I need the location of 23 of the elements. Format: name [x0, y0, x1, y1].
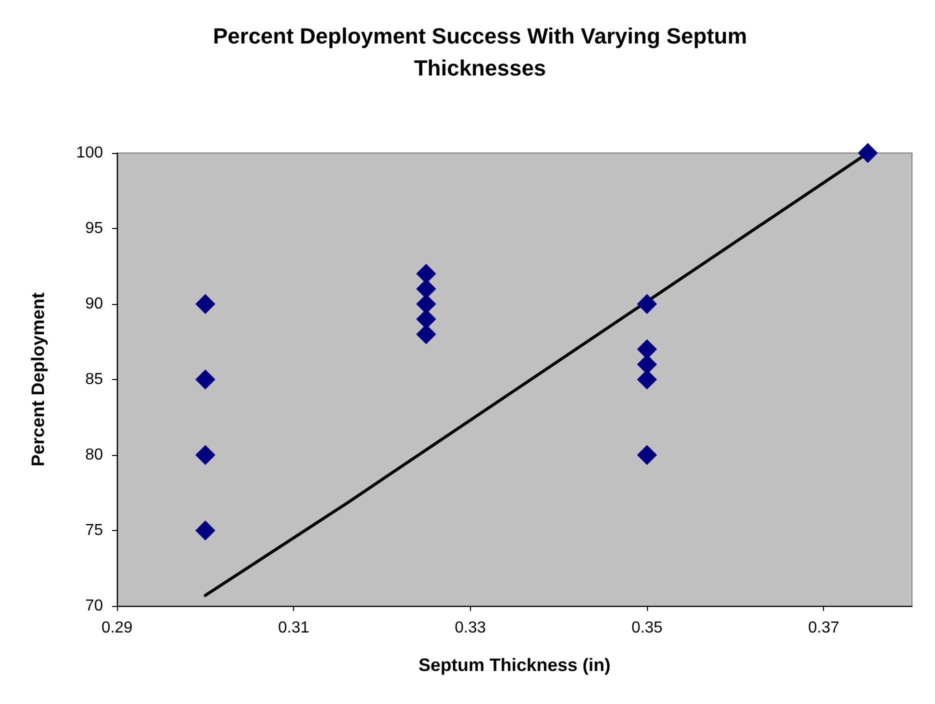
y-tick-label: 80 [85, 446, 104, 464]
point [637, 294, 657, 314]
x-tick-label: 0.37 [808, 620, 840, 636]
y-tick-label: 100 [76, 144, 104, 162]
y-tick-label: 75 [85, 522, 104, 539]
y-tick-label: 95 [85, 220, 104, 237]
point [195, 445, 216, 465]
point [195, 520, 216, 540]
chart-title: Percent Deployment Success With Varying Septum Thicknesses [212, 24, 748, 80]
y-axis-title: Percent Deployment [28, 292, 48, 467]
point [416, 294, 436, 314]
x-tick-label: 0.33 [454, 620, 486, 636]
x-axis-title: Septum Thickness (in) [418, 655, 611, 675]
x-tick-label: 0.35 [631, 620, 663, 636]
y-tick-label: 90 [85, 296, 104, 312]
point [637, 445, 657, 465]
y-tick-label: 70 [85, 598, 104, 614]
x-tick-label: 0.29 [101, 620, 133, 636]
point [195, 370, 216, 390]
point [858, 143, 878, 163]
y-tick-label: 85 [85, 371, 104, 388]
point [195, 294, 216, 314]
x-tick-label: 0.31 [278, 620, 310, 636]
